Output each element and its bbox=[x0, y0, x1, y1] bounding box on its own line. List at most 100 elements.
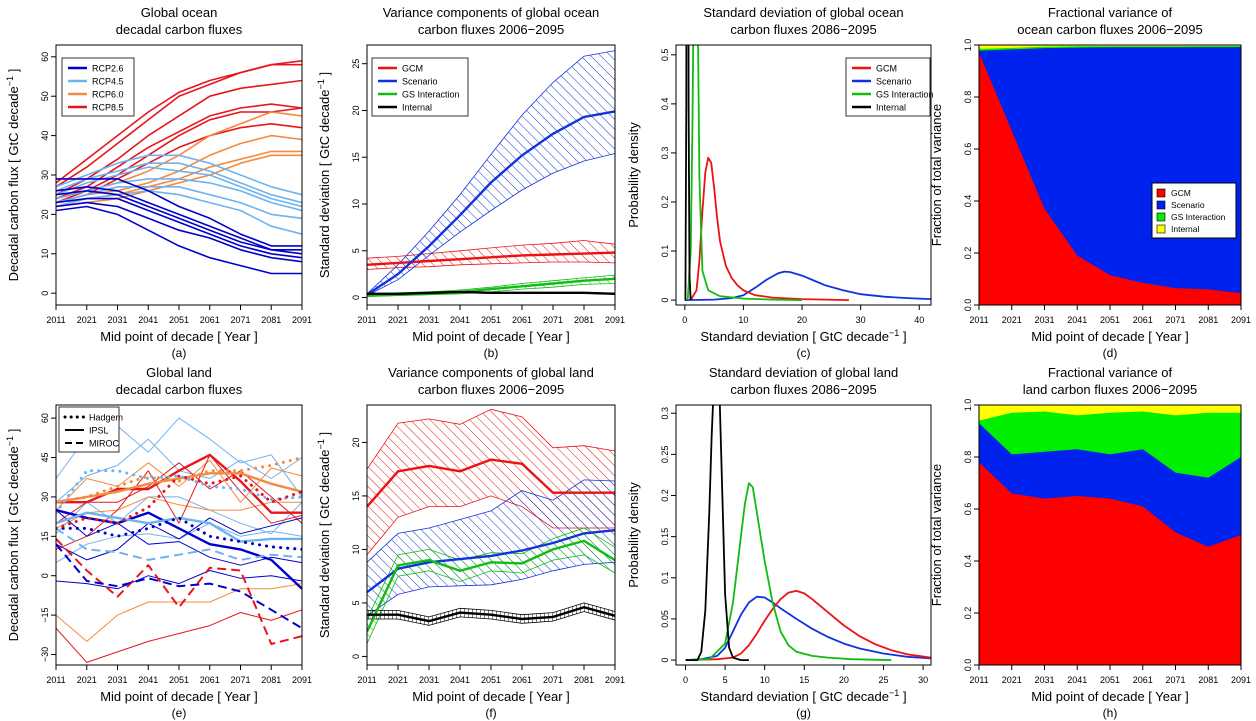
chart-title-line2: land carbon fluxes 2006−2095 bbox=[1023, 382, 1198, 397]
x-tick-label: 2021 bbox=[77, 315, 97, 325]
x-tick-label: 2021 bbox=[388, 675, 408, 685]
x-tick-label: 2051 bbox=[169, 675, 189, 685]
legend-box bbox=[1151, 182, 1237, 239]
y-tick-label: 0.25 bbox=[660, 446, 670, 464]
y-tick-label: 0.6 bbox=[963, 503, 973, 516]
x-axis-label-sup: −1 bbox=[889, 328, 899, 338]
x-tick-label: 10 bbox=[760, 675, 770, 685]
legend: RCP2.6 RCP4.5 RCP6.0 RCP8.5 bbox=[61, 57, 135, 117]
x-tick-label: 2081 bbox=[1198, 315, 1218, 325]
x-tick-label: 2031 bbox=[107, 675, 127, 685]
x-tick-label: 2051 bbox=[481, 315, 501, 325]
panel-label: (a) bbox=[172, 346, 187, 360]
x-tick-label: 2031 bbox=[419, 315, 439, 325]
plot-frame bbox=[675, 404, 932, 666]
y-tick-label: 0.1 bbox=[660, 572, 670, 585]
series-line bbox=[56, 154, 302, 208]
series-gs-interaction bbox=[367, 539, 615, 633]
series-gcm bbox=[367, 458, 615, 508]
series-line bbox=[56, 496, 302, 535]
x-axis-label: Mid point of decade [ Year ] bbox=[100, 329, 258, 344]
y-tick-label: 1.0 bbox=[963, 399, 973, 412]
series-internal bbox=[367, 605, 615, 623]
legend-label: Hadgem bbox=[89, 413, 123, 423]
plot-area-d bbox=[979, 45, 1241, 305]
legend-swatch bbox=[1156, 200, 1166, 210]
y-axis-label-end: ] bbox=[317, 72, 332, 79]
legend-label: Scenario bbox=[402, 77, 438, 87]
x-tick-label: 2041 bbox=[450, 315, 470, 325]
density-gcm bbox=[689, 156, 849, 301]
y-tick-label: 60 bbox=[40, 413, 50, 423]
chart-title-line1: Fractional variance of bbox=[1048, 5, 1173, 20]
series-line bbox=[56, 527, 302, 561]
series-line bbox=[56, 154, 302, 196]
chart-title-line2: carbon fluxes 2006−2095 bbox=[418, 22, 564, 37]
y-tick-label: 0.0 bbox=[963, 659, 973, 672]
y-axis-label-main: Decadal carbon flux [ GtC decade bbox=[6, 446, 21, 641]
x-axis-label: Mid point of decade [ Year ] bbox=[1031, 689, 1189, 704]
chart-title-line2: carbon fluxes 2086−2095 bbox=[730, 382, 876, 397]
x-tick-label: 2091 bbox=[605, 675, 625, 685]
y-tick-label: 0.1 bbox=[660, 245, 670, 258]
x-tick-label: 2021 bbox=[1002, 315, 1022, 325]
y-axis-label-sup: −1 bbox=[5, 436, 15, 446]
chart-title-line2: decadal carbon fluxes bbox=[116, 382, 243, 397]
x-tick-label: 2041 bbox=[450, 675, 470, 685]
y-axis-label: Standard deviation [ GtC decade−1 ] bbox=[316, 72, 332, 278]
panel-d: Fractional variance of ocean carbon fluxe… bbox=[929, 5, 1251, 360]
x-axis-label-end: ] bbox=[899, 689, 906, 704]
legend-label: GS Interaction bbox=[402, 90, 460, 100]
series-scenario bbox=[367, 110, 615, 296]
y-axis-label: Fraction of total variance bbox=[929, 464, 944, 606]
x-tick-label: 2061 bbox=[512, 675, 532, 685]
x-tick-label: 2031 bbox=[1034, 675, 1054, 685]
chart-title-line1: Fractional variance of bbox=[1048, 365, 1173, 380]
chart-title-line1: Standard deviation of global ocean bbox=[703, 5, 903, 20]
panel-label: (d) bbox=[1103, 346, 1118, 360]
panel-label: (f) bbox=[485, 706, 496, 720]
series-line bbox=[56, 201, 302, 263]
legend-label: Internal bbox=[876, 103, 906, 113]
x-tick-label: 2061 bbox=[512, 315, 532, 325]
y-tick-label: 0.05 bbox=[660, 610, 670, 628]
x-tick-label: 2041 bbox=[138, 675, 158, 685]
series-line bbox=[56, 474, 302, 530]
y-tick-label: 0 bbox=[40, 573, 50, 578]
series-line bbox=[56, 178, 302, 247]
legend-label: GS Interaction bbox=[1171, 212, 1226, 222]
y-tick-label: 30 bbox=[40, 170, 50, 180]
x-tick-label: 2081 bbox=[1198, 675, 1218, 685]
x-tick-label: 2091 bbox=[292, 315, 312, 325]
y-tick-label: 0.2 bbox=[963, 607, 973, 620]
x-tick-label: 40 bbox=[914, 315, 924, 325]
x-tick-label: 2091 bbox=[1231, 315, 1251, 325]
x-axis-label-main: Standard deviation [ GtC decade bbox=[700, 689, 889, 704]
legend-label: GCM bbox=[1171, 188, 1191, 198]
x-tick-label: 2061 bbox=[1133, 675, 1153, 685]
x-tick-label: 10 bbox=[738, 315, 748, 325]
chart-title-line1: Standard deviation of global land bbox=[709, 365, 898, 380]
panel-label: (c) bbox=[797, 346, 811, 360]
x-axis-label: Mid point of decade [ Year ] bbox=[100, 689, 258, 704]
plot-area-c bbox=[684, 45, 931, 301]
series-line bbox=[56, 453, 302, 514]
y-tick-label: −30 bbox=[40, 647, 50, 662]
density-internal bbox=[684, 45, 692, 301]
legend-label: MIROC bbox=[89, 439, 119, 449]
plot-area-a bbox=[56, 60, 302, 275]
plot-area-f bbox=[367, 408, 615, 644]
y-axis-label-main: Standard deviation [ GtC decade bbox=[317, 89, 332, 278]
series-line bbox=[56, 63, 302, 188]
x-tick-label: 2071 bbox=[1165, 675, 1185, 685]
x-tick-label: 2061 bbox=[1133, 315, 1153, 325]
legend: Hadgem IPSL MIROC bbox=[58, 406, 123, 453]
legend: GCM Scenario GS Interaction Internal bbox=[1151, 182, 1237, 239]
panel-a: Global ocean decadal carbon fluxes 0 10 20 30… bbox=[5, 5, 312, 360]
legend-swatch bbox=[1156, 212, 1166, 222]
x-tick-label: 0 bbox=[683, 675, 688, 685]
legend-label: Scenario bbox=[1171, 200, 1205, 210]
y-tick-label: 30 bbox=[40, 492, 50, 502]
legend-swatch bbox=[1156, 188, 1166, 198]
series-line bbox=[56, 517, 302, 561]
